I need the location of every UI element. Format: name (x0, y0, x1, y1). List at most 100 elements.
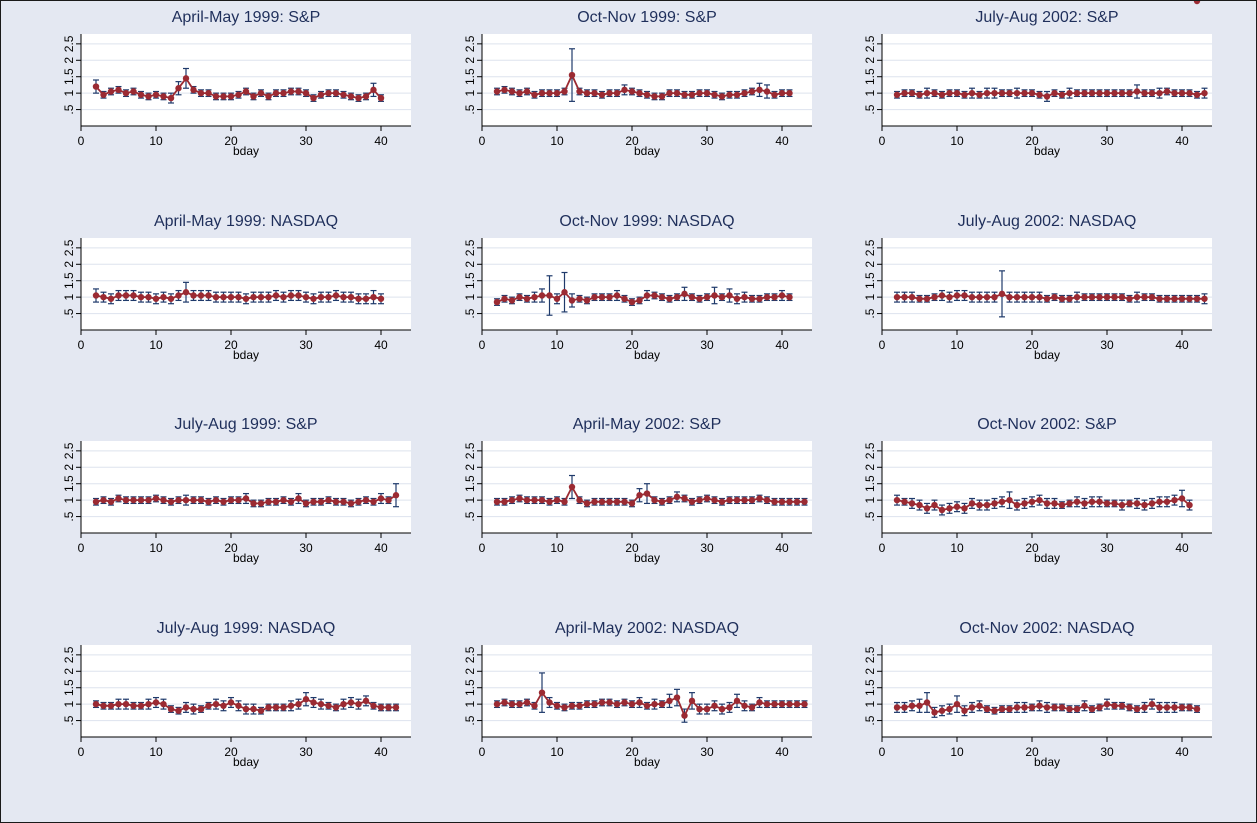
data-point (748, 704, 756, 711)
plot-area (882, 238, 1212, 330)
chart-panel: Oct-Nov 1999: NASDAQ .5 1 1.5 2 2.5 0 10 20 30 40 b… (463, 213, 812, 362)
data-point (182, 704, 190, 711)
data-point (130, 88, 137, 95)
data-point (583, 500, 591, 507)
data-point (332, 292, 340, 299)
panel-title: July-Aug 2002: S&P (975, 9, 1118, 26)
data-point (516, 495, 523, 502)
data-point (976, 293, 983, 301)
data-point (115, 700, 122, 708)
x-axis-title: bday (233, 551, 259, 565)
data-point (621, 86, 628, 94)
data-point (100, 293, 107, 301)
x-tick-label: 0 (879, 338, 886, 352)
y-tick-label: 1 (463, 496, 477, 503)
data-point (613, 292, 621, 299)
data-point (1193, 91, 1201, 98)
data-point (295, 292, 302, 299)
chart-panel: Oct-Nov 1999: S&P .5 1 1.5 2 2.5 0 10 20 30 40 bday (463, 9, 812, 158)
data-point (583, 89, 591, 97)
data-point (377, 295, 385, 302)
data-point (696, 89, 703, 97)
data-point (763, 700, 771, 708)
x-tick-label: 30 (700, 134, 714, 148)
y-tick-label: 2 (62, 668, 76, 675)
data-point (658, 700, 666, 708)
data-point (1193, 295, 1201, 302)
panel-title: April-May 2002: S&P (573, 416, 722, 433)
data-point (190, 705, 197, 713)
data-point (160, 700, 167, 708)
data-point (1073, 293, 1081, 301)
data-point (931, 293, 938, 301)
data-point (561, 289, 568, 296)
data-point (908, 293, 916, 301)
data-point (591, 700, 598, 708)
data-point (696, 295, 703, 302)
data-point (681, 495, 688, 502)
x-tick-label: 30 (700, 338, 714, 352)
x-tick-label: 40 (775, 338, 789, 352)
data-point (347, 93, 355, 100)
y-tick-label: .5 (463, 715, 477, 725)
x-tick-label: 10 (149, 541, 163, 555)
data-point (748, 295, 756, 302)
y-tick-label: 2.5 (62, 646, 76, 663)
x-tick-label: 10 (550, 541, 564, 555)
data-point (1006, 293, 1013, 301)
data-point (711, 91, 718, 98)
data-point (310, 498, 317, 505)
data-point (643, 490, 651, 497)
data-point (1096, 89, 1103, 97)
data-point (250, 500, 257, 507)
data-point (658, 498, 666, 505)
data-point (160, 293, 167, 301)
data-point (591, 498, 598, 505)
y-tick-label: 1.5 (863, 272, 877, 289)
y-tick-label: 1 (62, 700, 76, 707)
y-tick-label: 1 (62, 293, 76, 300)
y-tick-label: 1 (62, 496, 76, 503)
data-point (1126, 500, 1133, 507)
y-tick-label: 1 (863, 89, 877, 96)
data-point (931, 501, 938, 509)
data-point (673, 694, 681, 701)
data-point (137, 702, 145, 709)
chart-panel: July-Aug 1999: NASDAQ .5 1 1.5 2 2.5 0 10 20 30 40… (62, 620, 411, 769)
x-tick-label: 0 (78, 541, 85, 555)
data-point (152, 295, 160, 302)
x-tick-label: 40 (374, 745, 388, 759)
y-tick-label: .5 (863, 104, 877, 114)
y-tick-label: 2.5 (62, 239, 76, 256)
data-point (317, 91, 325, 98)
x-tick-label: 10 (550, 338, 564, 352)
x-tick-label: 30 (1100, 338, 1114, 352)
data-point (953, 292, 961, 299)
y-tick-label: 1.5 (62, 679, 76, 696)
data-point (272, 498, 280, 505)
x-tick-label: 10 (950, 134, 964, 148)
data-point (272, 704, 280, 711)
data-point (546, 498, 553, 505)
data-point (718, 705, 726, 713)
data-point (688, 498, 696, 505)
data-point (145, 293, 152, 301)
data-point (643, 292, 651, 299)
x-tick-label: 30 (299, 745, 313, 759)
data-point (901, 704, 908, 711)
data-point (643, 702, 651, 709)
data-point (711, 702, 718, 709)
data-point (92, 292, 100, 299)
y-tick-label: 2.5 (62, 442, 76, 459)
y-tick-label: 1 (463, 293, 477, 300)
data-point (287, 292, 295, 299)
data-point (636, 297, 643, 304)
data-point (908, 89, 916, 97)
y-tick-label: .5 (62, 104, 76, 114)
y-tick-label: 1 (863, 700, 877, 707)
data-point (1096, 704, 1103, 711)
data-point (107, 702, 115, 709)
data-point (190, 496, 197, 504)
data-point (1193, 1, 1201, 5)
panel-title: April-May 1999: NASDAQ (154, 213, 338, 230)
